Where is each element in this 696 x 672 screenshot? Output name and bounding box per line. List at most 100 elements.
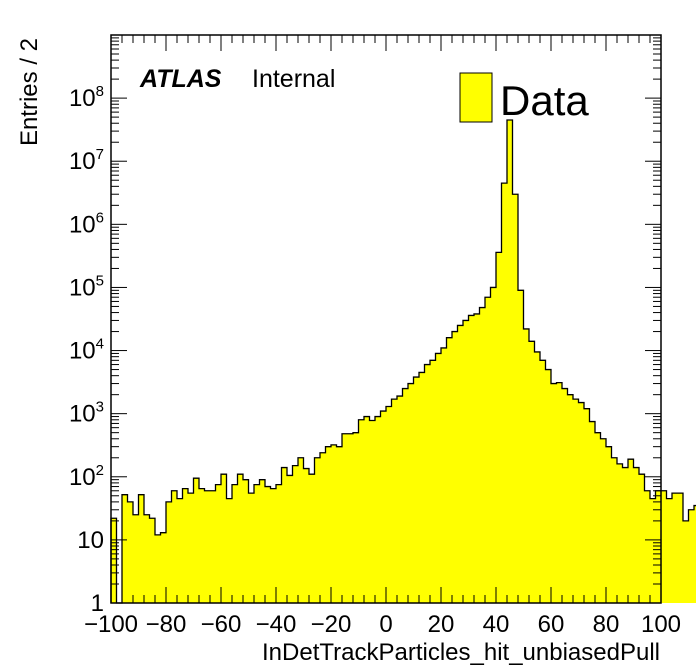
histogram-bar bbox=[391, 399, 397, 603]
histogram-bar bbox=[177, 498, 183, 603]
histogram-bar bbox=[287, 475, 293, 603]
histogram-bar bbox=[347, 433, 353, 603]
histogram-bar bbox=[688, 509, 694, 603]
histogram-bar bbox=[408, 383, 414, 603]
histogram-bar bbox=[650, 498, 656, 603]
histogram-bar bbox=[512, 194, 518, 603]
histogram-bar bbox=[193, 478, 199, 603]
x-tick-labels: −100 −80 −60 −40 −20 0 20 40 60 80 100 bbox=[84, 611, 681, 638]
histogram-bar bbox=[606, 446, 612, 603]
histogram-bar bbox=[573, 399, 579, 603]
histogram-bar bbox=[424, 364, 430, 603]
histogram-bar bbox=[611, 457, 617, 603]
histogram-bar bbox=[474, 313, 480, 603]
x-tick-label: 80 bbox=[593, 611, 620, 638]
histogram-bar bbox=[567, 394, 573, 603]
histogram-bar bbox=[166, 501, 172, 603]
histogram-bar bbox=[138, 494, 144, 603]
histogram-bar bbox=[584, 408, 590, 603]
histogram-bar bbox=[496, 252, 502, 603]
histogram-bar bbox=[386, 406, 392, 603]
histogram-bar bbox=[595, 432, 601, 603]
histogram-bar bbox=[540, 360, 546, 603]
histogram-bar bbox=[380, 411, 386, 603]
histogram-bar bbox=[490, 287, 496, 603]
histogram-bar bbox=[325, 446, 331, 603]
histogram-bar bbox=[672, 493, 678, 603]
histogram-bar bbox=[237, 474, 243, 603]
histogram-bar bbox=[529, 341, 535, 603]
histogram-bar bbox=[419, 372, 425, 603]
histogram-bar bbox=[430, 360, 436, 603]
histogram-bar bbox=[171, 490, 177, 603]
histogram-bar bbox=[562, 388, 568, 603]
x-tick-label: −60 bbox=[201, 611, 242, 638]
histogram-bar bbox=[133, 514, 139, 603]
histogram-bar bbox=[523, 328, 529, 603]
histogram-bar bbox=[144, 514, 150, 603]
histogram-bar bbox=[248, 493, 254, 603]
x-tick-label: 20 bbox=[428, 611, 455, 638]
x-tick-label: 40 bbox=[483, 611, 510, 638]
histogram-bar bbox=[534, 351, 540, 603]
histogram-bar bbox=[397, 396, 403, 603]
histogram-bar bbox=[204, 490, 210, 603]
histogram-bar bbox=[309, 474, 315, 603]
y-axis-label: Entries / 2 bbox=[16, 38, 43, 146]
histogram-bar bbox=[182, 488, 188, 603]
x-axis-label: InDetTrackParticles_hit_unbiasedPull bbox=[262, 639, 660, 666]
x-tick-label: −20 bbox=[311, 611, 352, 638]
histogram-bar bbox=[639, 474, 645, 603]
atlas-status-label: Internal bbox=[252, 65, 335, 93]
histogram-bar bbox=[617, 463, 623, 603]
histogram-bar bbox=[369, 420, 375, 603]
histogram-bar bbox=[188, 493, 194, 603]
histogram-bar bbox=[589, 421, 595, 603]
histogram-bar bbox=[331, 444, 337, 603]
histogram-bar bbox=[441, 347, 447, 603]
histogram-bar bbox=[111, 518, 117, 603]
y-tick-label: 10 bbox=[77, 527, 104, 554]
histogram-bar bbox=[507, 120, 513, 603]
histogram-bar bbox=[127, 501, 133, 603]
x-tick-label: −40 bbox=[256, 611, 297, 638]
histogram-bar bbox=[259, 479, 265, 603]
histogram-bar bbox=[336, 446, 342, 603]
histogram-bar bbox=[600, 438, 606, 603]
histogram-bar bbox=[375, 416, 381, 603]
legend-swatch bbox=[459, 72, 493, 123]
histogram-bar bbox=[666, 498, 672, 603]
histogram-bar bbox=[402, 388, 408, 603]
histogram-bar bbox=[265, 486, 271, 603]
histogram-bar bbox=[545, 369, 551, 603]
histogram-bar bbox=[644, 490, 650, 603]
histogram-bar bbox=[364, 416, 370, 603]
histogram-bar bbox=[232, 484, 238, 603]
histogram-bar bbox=[342, 433, 348, 603]
legend-label: Data bbox=[500, 77, 589, 124]
histogram-bar bbox=[463, 320, 469, 603]
histogram-bar bbox=[551, 383, 557, 603]
histogram-outline bbox=[110, 119, 696, 604]
histogram-bar bbox=[155, 534, 161, 603]
histogram-bar bbox=[281, 467, 287, 603]
histogram-bar bbox=[358, 419, 364, 603]
histogram-bar bbox=[215, 484, 221, 603]
histogram-bar bbox=[122, 494, 128, 603]
histogram-bar bbox=[254, 484, 260, 603]
histogram-bar bbox=[292, 465, 298, 603]
x-tick-label: 60 bbox=[538, 611, 565, 638]
histogram-bar bbox=[556, 382, 562, 603]
histogram-bar bbox=[694, 505, 696, 603]
histogram-bar bbox=[226, 498, 232, 603]
histogram-bar bbox=[452, 331, 458, 603]
histogram-bar bbox=[479, 307, 485, 603]
histogram-bar bbox=[501, 183, 507, 604]
histogram-bar bbox=[683, 520, 689, 603]
histogram-bars bbox=[110, 119, 696, 604]
histogram-bar bbox=[655, 490, 661, 603]
histogram-bar bbox=[160, 532, 166, 603]
histogram-bar bbox=[270, 488, 276, 603]
histogram-bar bbox=[276, 484, 282, 603]
